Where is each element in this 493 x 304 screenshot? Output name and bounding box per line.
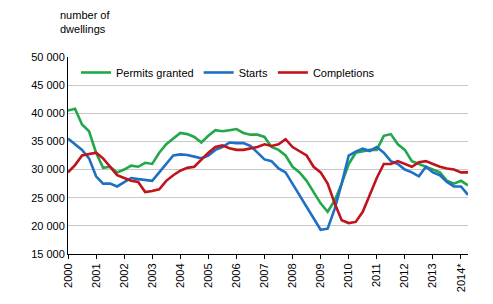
svg-text:2011: 2011 bbox=[370, 263, 382, 287]
svg-text:2001: 2001 bbox=[90, 263, 102, 287]
svg-text:2014*: 2014* bbox=[455, 263, 467, 292]
svg-text:2007: 2007 bbox=[258, 263, 270, 287]
svg-text:number ofdwellings: number ofdwellings bbox=[60, 9, 110, 35]
svg-text:Starts: Starts bbox=[239, 67, 268, 79]
svg-text:2003: 2003 bbox=[146, 263, 158, 287]
svg-text:Permits granted: Permits granted bbox=[116, 67, 194, 79]
svg-text:2000: 2000 bbox=[62, 263, 74, 287]
svg-text:2006: 2006 bbox=[230, 263, 242, 287]
svg-text:25 000: 25 000 bbox=[31, 192, 65, 204]
svg-text:40 000: 40 000 bbox=[31, 107, 65, 119]
svg-text:45 000: 45 000 bbox=[31, 79, 65, 91]
svg-text:2010: 2010 bbox=[342, 263, 354, 287]
svg-text:2008: 2008 bbox=[286, 263, 298, 287]
svg-text:20 000: 20 000 bbox=[31, 220, 65, 232]
svg-text:2013: 2013 bbox=[426, 263, 438, 287]
svg-text:50 000: 50 000 bbox=[31, 51, 65, 63]
svg-text:35 000: 35 000 bbox=[31, 135, 65, 147]
svg-text:15 000: 15 000 bbox=[31, 248, 65, 260]
svg-text:2002: 2002 bbox=[118, 263, 130, 287]
svg-text:2009: 2009 bbox=[314, 263, 326, 287]
svg-text:Completions: Completions bbox=[313, 67, 375, 79]
svg-text:2005: 2005 bbox=[202, 263, 214, 287]
svg-text:2012: 2012 bbox=[398, 263, 410, 287]
svg-text:30 000: 30 000 bbox=[31, 163, 65, 175]
svg-text:2004: 2004 bbox=[174, 263, 186, 287]
